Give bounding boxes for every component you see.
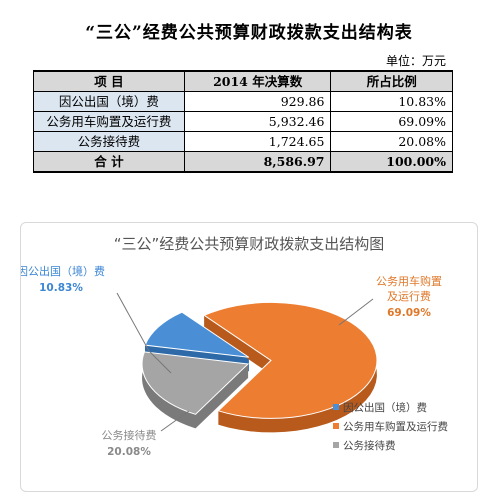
legend-item: 公务接待费 — [333, 439, 396, 452]
table-row: 公务用车购置及运行费 5,932.46 69.09% — [33, 111, 453, 132]
row-item: 公务用车购置及运行费 — [33, 111, 185, 132]
table-row: 因公出国（境）费 929.86 10.83% — [33, 91, 453, 112]
legend-swatch — [333, 442, 339, 448]
row-amount: 929.86 — [183, 91, 332, 112]
legend-swatch — [333, 423, 339, 429]
leader-line — [338, 298, 374, 326]
category-label: 公务用车购置 — [376, 274, 442, 288]
pie-chart-panel: “三公”经费公共预算财政拨款支出结构图 因公出国（境）费 10.83% 公务用车购置… — [20, 222, 478, 492]
pie-slices — [141, 301, 378, 433]
category-label: 因公出国（境）费 — [21, 264, 105, 278]
total-share: 100.00% — [330, 151, 453, 173]
row-share: 20.08% — [330, 131, 453, 152]
legend-item: 公务用车购置及运行费 — [333, 420, 448, 433]
category-label: 及运行费 — [387, 290, 431, 303]
table-total-row: 合 计 8,586.97 100.00% — [33, 151, 453, 173]
row-amount: 5,932.46 — [183, 111, 332, 132]
table-header-row: 项 目 2014 年决算数 所占比例 — [33, 70, 453, 92]
value-label: 69.09% — [387, 307, 431, 319]
header-share: 所占比例 — [330, 70, 453, 92]
row-item: 公务接待费 — [33, 131, 185, 152]
page-title: “三公”经费公共预算财政拨款支出结构表 — [85, 23, 413, 43]
legend-item: 因公出国（境）费 — [333, 401, 427, 414]
budget-table: 项 目 2014 年决算数 所占比例 因公出国（境）费 929.86 10.83… — [33, 70, 453, 173]
total-item: 合 计 — [33, 151, 185, 173]
legend-label: 公务接待费 — [343, 439, 396, 452]
pie-slice-reception — [141, 351, 250, 415]
header-amount: 2014 年决算数 — [183, 70, 332, 92]
legend-label: 因公出国（境）费 — [343, 401, 427, 414]
total-amount: 8,586.97 — [183, 151, 332, 173]
category-label: 公务接待费 — [102, 428, 157, 442]
pie-slice-vehicle — [203, 301, 378, 419]
leader-line — [160, 410, 190, 432]
legend-swatch — [333, 404, 339, 410]
header-item: 项 目 — [33, 70, 185, 92]
data-labels: 因公出国（境）费 10.83% 公务用车购置及运行费 69.09% 公务接待费 20.08… — [21, 264, 442, 458]
table-row: 公务接待费 1,724.65 20.08% — [33, 131, 453, 152]
row-amount: 1,724.65 — [183, 131, 332, 152]
leader-line — [116, 292, 172, 374]
row-item: 因公出国（境）费 — [33, 91, 185, 112]
value-label: 10.83% — [39, 282, 83, 294]
row-share: 10.83% — [330, 91, 453, 112]
legend-label: 公务用车购置及运行费 — [343, 420, 448, 433]
pie-chart: “三公”经费公共预算财政拨款支出结构图 因公出国（境）费 10.83% 公务用车购置… — [21, 235, 448, 458]
value-label: 20.08% — [107, 446, 151, 458]
unit-label: 单位：万元 — [385, 54, 446, 68]
row-share: 69.09% — [330, 111, 453, 132]
chart-title: “三公”经费公共预算财政拨款支出结构图 — [114, 235, 385, 253]
